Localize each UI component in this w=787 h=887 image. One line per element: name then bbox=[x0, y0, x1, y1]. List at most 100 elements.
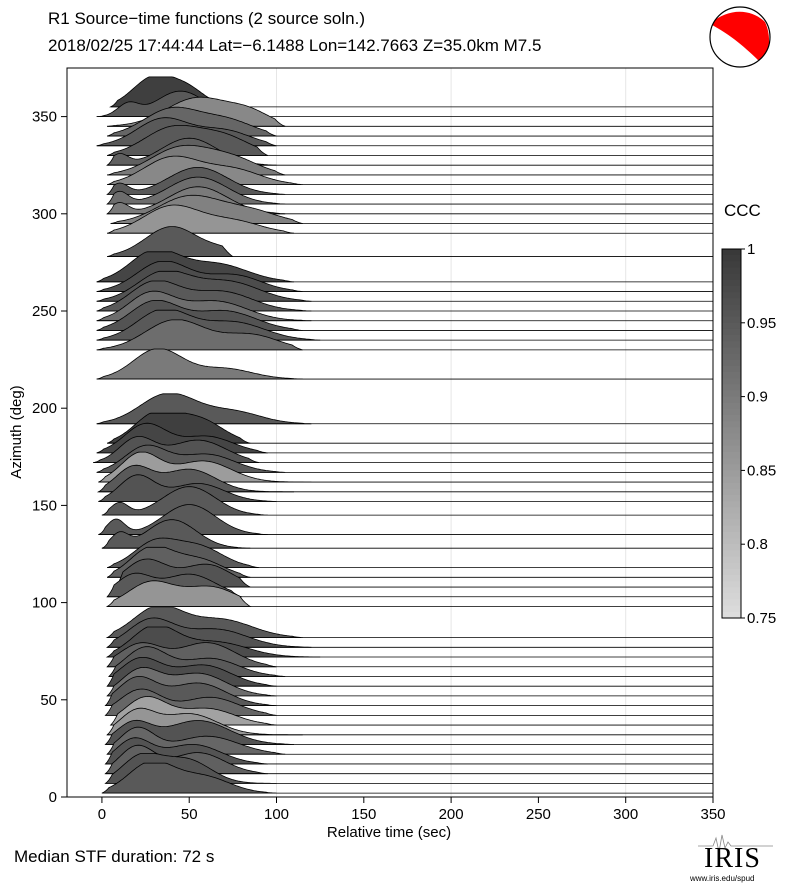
colorbar-swatch bbox=[722, 562, 741, 570]
colorbar-swatch bbox=[722, 605, 741, 613]
colorbar-tick-label: 0.75 bbox=[747, 610, 776, 627]
colorbar-tick-label: 0.8 bbox=[747, 536, 768, 553]
y-axis-label: Azimuth (deg) bbox=[8, 385, 25, 478]
stf-trace bbox=[107, 204, 295, 234]
colorbar-swatch bbox=[722, 593, 741, 601]
colorbar-frame bbox=[721, 248, 742, 619]
colorbar-swatch bbox=[722, 341, 741, 348]
y-tick-label: 100 bbox=[32, 595, 57, 612]
colorbar-swatch bbox=[722, 507, 741, 515]
stf-trace bbox=[105, 580, 252, 607]
colorbar-swatch bbox=[722, 255, 741, 262]
colorbar-swatch bbox=[722, 279, 741, 287]
colorbar-swatch bbox=[722, 556, 741, 564]
colorbar-swatch bbox=[722, 433, 741, 441]
colorbar-swatch bbox=[722, 316, 741, 324]
colorbar-swatch bbox=[722, 519, 741, 527]
iris-logo-text: IRIS bbox=[704, 843, 761, 874]
stf-trace bbox=[107, 226, 235, 257]
x-tick-label: 150 bbox=[351, 806, 376, 823]
x-axis-label: Relative time (sec) bbox=[327, 824, 451, 841]
colorbar-swatch bbox=[722, 464, 741, 471]
colorbar-swatch bbox=[722, 538, 741, 545]
colorbar-swatch bbox=[722, 421, 741, 428]
y-tick-label: 250 bbox=[32, 303, 57, 320]
colorbar-swatch bbox=[722, 415, 741, 422]
colorbar-swatch bbox=[722, 476, 741, 484]
colorbar-swatch bbox=[722, 298, 741, 305]
colorbar-swatch bbox=[722, 335, 741, 342]
colorbar-swatch bbox=[722, 365, 741, 373]
colorbar-swatch bbox=[722, 384, 741, 392]
colorbar-swatch bbox=[722, 544, 741, 551]
colorbar-swatch bbox=[722, 445, 741, 453]
colorbar-swatch bbox=[722, 304, 741, 312]
colorbar-swatch bbox=[722, 372, 741, 379]
colorbar-tick-label: 1 bbox=[747, 241, 755, 258]
colorbar-swatch bbox=[722, 574, 741, 582]
colorbar-swatch bbox=[722, 525, 741, 533]
colorbar-swatch bbox=[722, 458, 741, 465]
stf-traces bbox=[93, 76, 713, 794]
stf-trace bbox=[98, 504, 268, 535]
x-tick-label: 50 bbox=[181, 806, 198, 823]
colorbar-swatch bbox=[722, 261, 741, 269]
y-tick-label: 350 bbox=[32, 109, 57, 126]
colorbar-swatch bbox=[722, 292, 741, 299]
stf-trace bbox=[101, 519, 251, 549]
colorbar-swatch bbox=[722, 495, 741, 502]
colorbar-swatch bbox=[722, 273, 741, 281]
colorbar-swatch bbox=[722, 353, 741, 361]
colorbar: 1 0.95 0.9 0.85 0.8 0.75 bbox=[721, 241, 776, 627]
x-tick-label: 100 bbox=[264, 806, 289, 823]
colorbar-swatch bbox=[722, 267, 741, 275]
colorbar-swatch bbox=[722, 599, 741, 607]
y-tick-label: 150 bbox=[32, 497, 57, 514]
x-tick-label: 0 bbox=[98, 806, 106, 823]
y-tick-label: 300 bbox=[32, 206, 57, 223]
colorbar-swatch bbox=[722, 451, 741, 459]
iris-url: www.iris.edu/spud bbox=[690, 874, 755, 883]
colorbar-swatch bbox=[722, 285, 741, 293]
colorbar-tick-label: 0.9 bbox=[747, 389, 768, 406]
iris-logo-icon bbox=[698, 834, 773, 853]
stf-trace bbox=[101, 762, 277, 794]
y-tick-label: 200 bbox=[32, 400, 57, 417]
stf-trace bbox=[96, 348, 303, 380]
colorbar-swatch bbox=[722, 611, 741, 619]
stf-trace bbox=[96, 319, 303, 351]
colorbar-swatch bbox=[722, 482, 741, 490]
x-tick-label: 350 bbox=[700, 806, 725, 823]
y-tick-label: 0 bbox=[49, 789, 57, 806]
colorbar-swatch bbox=[722, 427, 741, 435]
colorbar-swatch bbox=[722, 359, 741, 367]
colorbar-swatch bbox=[722, 390, 741, 398]
colorbar-tick-label: 0.85 bbox=[747, 462, 776, 479]
colorbar-swatch bbox=[722, 531, 741, 539]
y-tick-label: 50 bbox=[40, 692, 57, 709]
x-tick-label: 250 bbox=[526, 806, 551, 823]
median-duration: Median STF duration: 72 s bbox=[14, 847, 215, 866]
colorbar-swatch bbox=[722, 470, 741, 478]
colorbar-tick-label: 0.95 bbox=[747, 315, 776, 332]
colorbar-swatch bbox=[722, 322, 741, 330]
colorbar-swatch bbox=[722, 568, 741, 576]
colorbar-label: CCC bbox=[724, 201, 761, 220]
x-tick-label: 200 bbox=[439, 806, 464, 823]
colorbar-swatch bbox=[722, 402, 741, 410]
colorbar-swatch bbox=[722, 396, 741, 404]
axes: 0 50 100 150 200 250 300 350 0 50 100 150 200 250 300 3… bbox=[32, 67, 726, 823]
colorbar-swatch bbox=[722, 513, 741, 521]
chart-title: R1 Source−time functions (2 source soln.… bbox=[48, 9, 366, 28]
x-tick-label: 300 bbox=[613, 806, 638, 823]
plot-border bbox=[66, 67, 714, 798]
focal-mechanism-beachball-icon bbox=[709, 6, 771, 68]
event-info: 2018/02/25 17:44:44 Lat=−6.1488 Lon=142.… bbox=[48, 36, 542, 55]
colorbar-swatch bbox=[722, 550, 741, 558]
colorbar-swatch bbox=[722, 347, 741, 355]
colorbar-swatch bbox=[722, 581, 741, 588]
colorbar-swatch bbox=[722, 488, 741, 496]
colorbar-swatch bbox=[722, 587, 741, 594]
mechanism-compression-quadrant bbox=[710, 11, 770, 62]
